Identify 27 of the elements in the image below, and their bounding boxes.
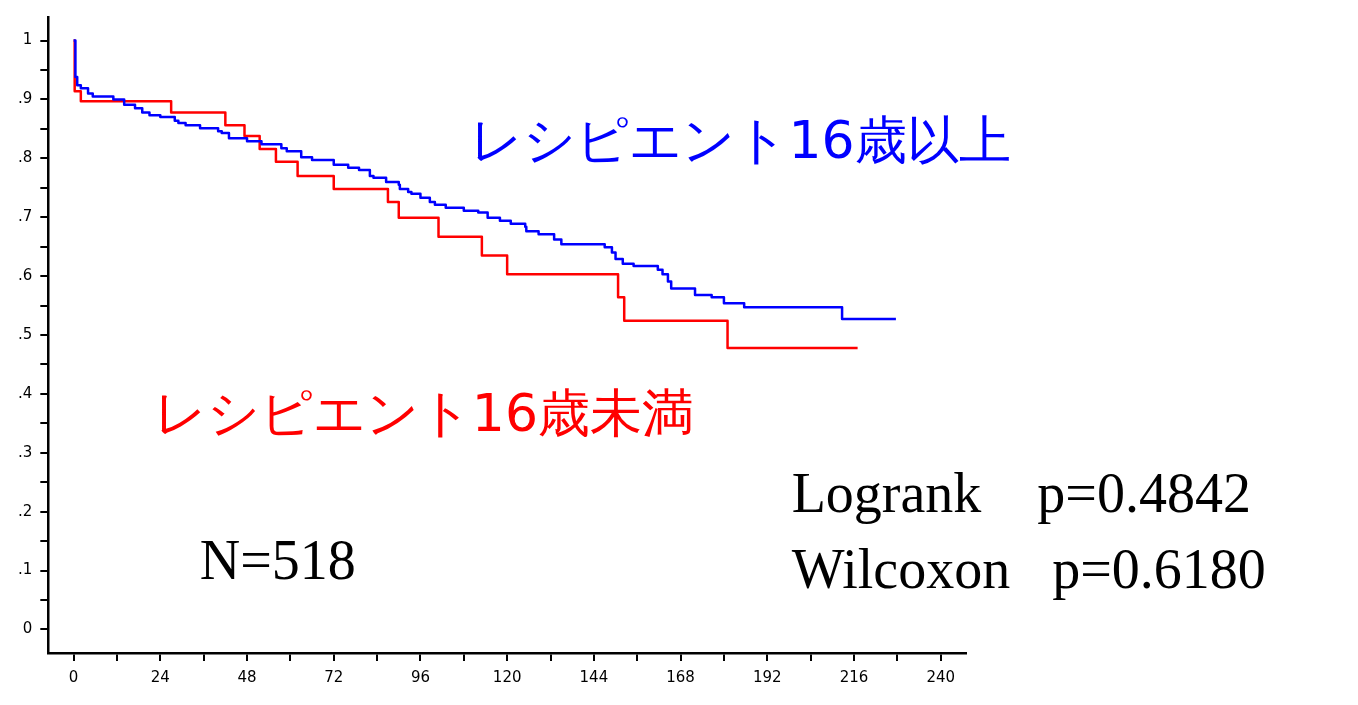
x-tick-label: 96 xyxy=(410,667,430,686)
x-tick-label: 48 xyxy=(237,667,257,686)
y-tick-label: .5 xyxy=(18,324,33,343)
y-tick-label: .2 xyxy=(18,501,33,520)
x-tick-label: 144 xyxy=(579,667,609,686)
y-tick-label: .7 xyxy=(18,207,33,226)
y-tick-label: .4 xyxy=(18,383,33,402)
y-tick-label: .1 xyxy=(18,560,33,579)
y-tick-label: .6 xyxy=(18,266,33,284)
y-tick-label: .8 xyxy=(18,148,33,167)
y-tick-label: .3 xyxy=(18,442,33,461)
x-tick-label: 24 xyxy=(150,667,170,686)
series-label: レシピエント16歳以上 xyxy=(470,109,1011,170)
x-tick-label: 240 xyxy=(926,667,956,686)
annotation: N=518 xyxy=(199,528,356,591)
x-tick-label: 0 xyxy=(68,667,79,686)
y-tick-label: 0 xyxy=(22,619,33,638)
annotation: Logrank p=0.4842 xyxy=(791,461,1251,524)
x-tick-label: 192 xyxy=(752,667,782,686)
y-tick-label: .9 xyxy=(18,89,33,108)
y-tick-label: 1 xyxy=(22,30,33,49)
x-tick-label: 120 xyxy=(492,667,522,686)
x-tick-label: 72 xyxy=(324,667,344,686)
annotation: Wilcoxon p=0.6180 xyxy=(791,538,1266,601)
x-tick-label: 216 xyxy=(839,667,869,686)
x-tick-label: 168 xyxy=(666,667,695,686)
series-label: レシピエント16歳未満 xyxy=(153,383,695,444)
